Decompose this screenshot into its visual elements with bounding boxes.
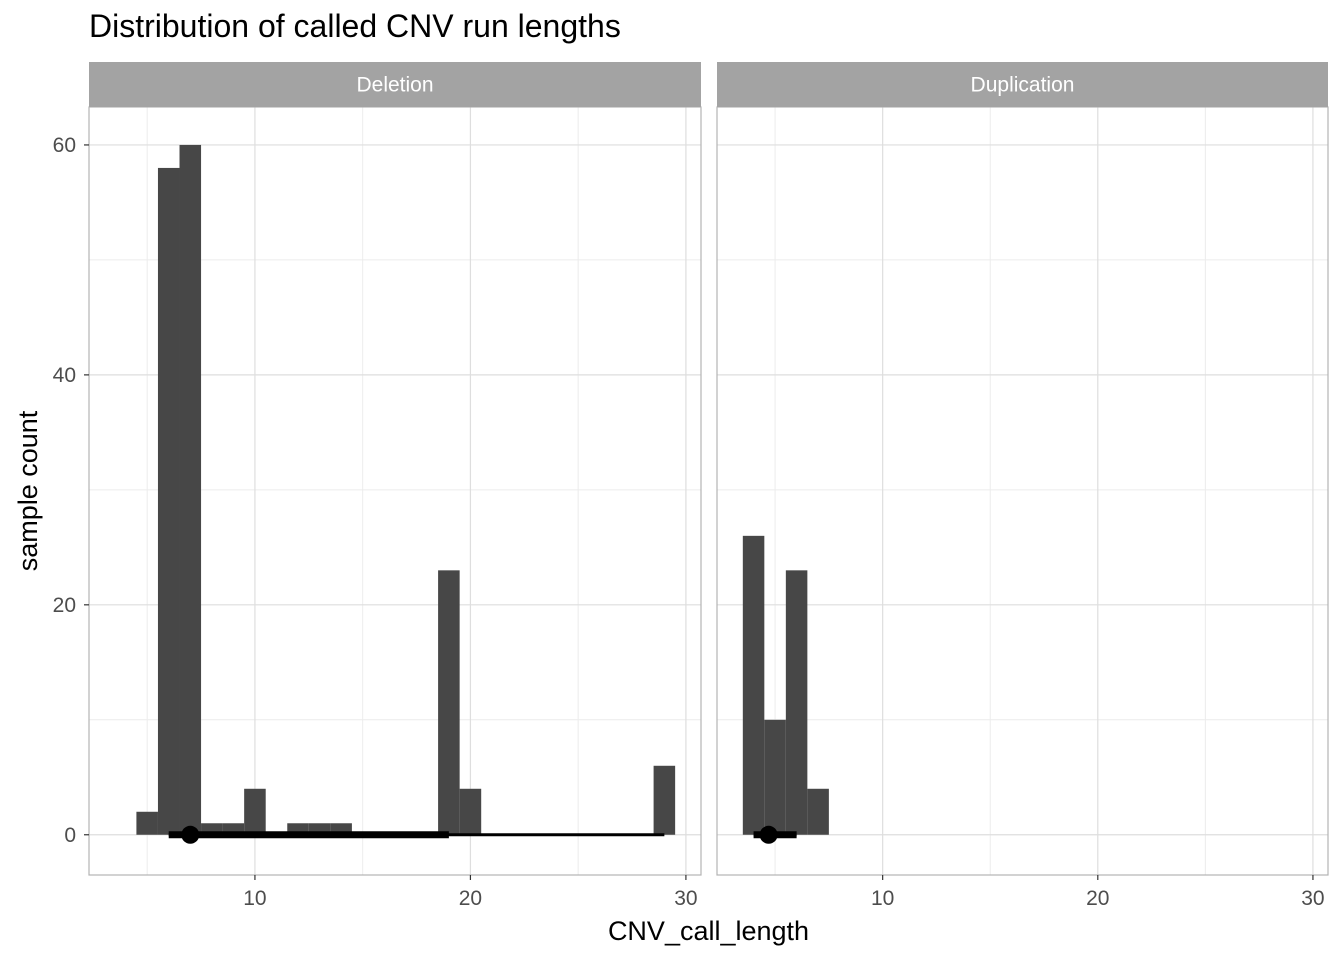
x-tick-label: 30 bbox=[1301, 887, 1324, 910]
histogram-bar bbox=[244, 788, 266, 835]
histogram-bar bbox=[438, 570, 460, 835]
y-tick-label: 0 bbox=[64, 824, 76, 847]
x-tick-label: 30 bbox=[674, 887, 697, 910]
histogram-bar bbox=[157, 167, 180, 835]
x-tick-label: 10 bbox=[243, 887, 266, 910]
y-axis-title: sample count bbox=[13, 410, 43, 571]
summary-point bbox=[759, 825, 778, 844]
facet-strip bbox=[89, 62, 701, 107]
histogram-bar bbox=[287, 823, 309, 835]
x-tick-label: 20 bbox=[1086, 887, 1109, 910]
facet-strip-label: Duplication bbox=[971, 74, 1075, 97]
facet-strip-label: Deletion bbox=[356, 74, 433, 97]
y-tick-label: 60 bbox=[53, 134, 76, 157]
histogram-bar bbox=[222, 823, 245, 835]
histogram-bar bbox=[764, 719, 786, 835]
panel-background bbox=[717, 107, 1328, 875]
summary-point bbox=[181, 825, 200, 844]
histogram-bar bbox=[653, 765, 676, 835]
histogram-bar bbox=[807, 788, 829, 835]
facet-strip bbox=[717, 62, 1328, 107]
histogram-bar bbox=[201, 823, 223, 835]
histogram-bar bbox=[308, 823, 331, 835]
x-tick-label: 20 bbox=[459, 887, 482, 910]
histogram-bar bbox=[330, 823, 352, 835]
chart-title: Distribution of called CNV run lengths bbox=[89, 8, 621, 44]
y-tick-label: 20 bbox=[53, 594, 76, 617]
x-axis-title: CNV_call_length bbox=[608, 916, 809, 946]
x-tick-label: 10 bbox=[871, 887, 894, 910]
histogram-bar bbox=[136, 811, 158, 835]
histogram-bar bbox=[459, 788, 482, 835]
histogram-bar bbox=[179, 144, 202, 835]
histogram-bar bbox=[785, 570, 808, 835]
histogram-bar bbox=[742, 535, 765, 835]
y-tick-label: 40 bbox=[53, 364, 76, 387]
